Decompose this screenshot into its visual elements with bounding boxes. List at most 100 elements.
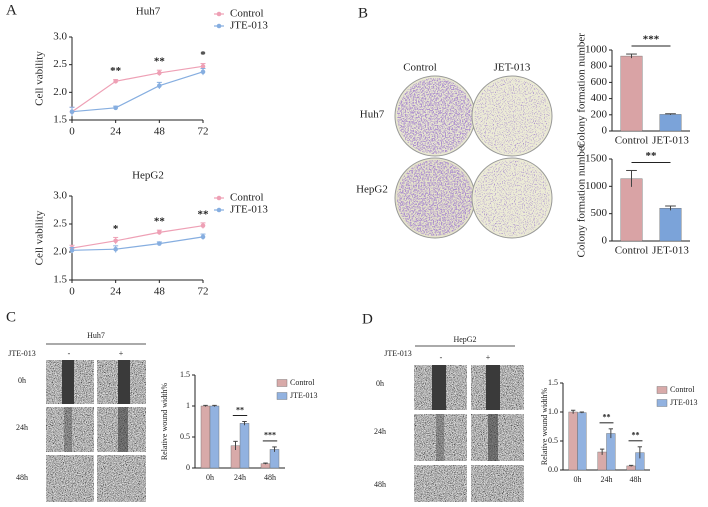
error-bar — [570, 409, 576, 414]
legend-label: Control — [670, 385, 695, 394]
point — [200, 234, 206, 240]
legend-label: JTE-013 — [230, 204, 268, 216]
y-axis-label: Relative wound width% — [160, 383, 169, 461]
y-tick-label: 1000 — [585, 44, 608, 56]
y-tick-label: 1.5 — [548, 378, 558, 387]
y-tick-label: 0.0 — [548, 465, 558, 474]
y-tick-label: 200 — [591, 108, 608, 120]
panel-letter: A — [6, 2, 17, 18]
legend-swatch — [656, 386, 668, 394]
wound-title: HepG2 — [453, 335, 476, 344]
bar — [620, 55, 643, 132]
point — [157, 241, 162, 246]
legend-label: JTE-013 — [230, 20, 268, 32]
y-axis-label: Cell vability — [34, 210, 46, 265]
y-tick-label: 0 — [602, 235, 608, 247]
row-label: 24h — [374, 427, 386, 436]
y-tick-label: 1.5 — [53, 274, 67, 286]
y-axis-label: Colony formation number — [576, 33, 588, 148]
x-tick-label: 48 — [154, 286, 166, 298]
y-tick-label: 2.5 — [53, 218, 67, 230]
panel-letter: B — [358, 5, 368, 21]
y-tick-label: 1000 — [585, 180, 608, 192]
error-bar — [212, 404, 217, 407]
column-label: JET-013 — [494, 62, 531, 74]
significance: ** — [154, 216, 166, 228]
row-label: 48h — [16, 473, 28, 482]
x-tick-label: 48h — [630, 475, 642, 484]
error-bar — [626, 169, 637, 187]
error-bar — [665, 113, 676, 116]
legend-label: Control — [230, 8, 264, 20]
bar — [626, 465, 636, 471]
point — [113, 246, 118, 252]
x-tick-label: 24h — [601, 475, 613, 484]
point — [113, 105, 118, 111]
error-bar — [665, 205, 676, 211]
bar — [269, 449, 280, 469]
significance: ** — [154, 56, 166, 68]
significance: *** — [264, 431, 276, 440]
y-tick-label: 2.0 — [53, 86, 67, 98]
error-bar — [628, 464, 634, 467]
level-label: + — [119, 349, 124, 358]
significance: ** — [632, 431, 640, 440]
y-tick-label: 0 — [186, 463, 190, 472]
x-tick-label: 72 — [198, 286, 209, 298]
x-tick-label: JET-013 — [652, 135, 689, 147]
y-tick-label: 1.5 — [53, 114, 67, 126]
legend-marker — [216, 195, 222, 201]
line — [71, 236, 204, 251]
treatment-label: JTE-013 — [8, 349, 36, 358]
error-bar — [263, 462, 268, 465]
row-label: 24h — [16, 423, 28, 432]
panel-letter: C — [6, 309, 16, 325]
legend-label: JTE-013 — [290, 391, 318, 400]
x-tick-label: 0h — [574, 475, 582, 484]
error-bar — [233, 440, 238, 451]
y-tick-label: 1.0 — [548, 407, 558, 416]
chart: 0 0.5 1 1.5 Relative wound width% 0h 24h 48h Con… — [160, 370, 318, 482]
chart-title: Huh7 — [136, 6, 161, 18]
line — [71, 65, 204, 113]
point — [200, 69, 206, 75]
row-label: 0h — [18, 376, 26, 385]
wound-panel-c: Huh7 JTE-013 - + 0h 24h 48h — [8, 331, 146, 502]
y-tick-label: 3.0 — [53, 190, 67, 202]
point — [200, 223, 206, 228]
panel-letter: D — [362, 311, 373, 327]
colony-plates — [394, 75, 553, 239]
x-tick-label: 24 — [110, 286, 122, 298]
significance: ** — [603, 413, 611, 422]
x-tick-label: 48 — [154, 126, 166, 138]
error-bar — [579, 411, 585, 414]
bar — [659, 207, 682, 242]
legend-label: Control — [230, 192, 264, 204]
row-label: 48h — [374, 480, 386, 489]
level-label: + — [486, 353, 491, 362]
legend-marker — [216, 11, 222, 17]
treatment-label: JTE-013 — [384, 349, 412, 358]
bar — [606, 433, 616, 471]
level-label: - — [440, 353, 443, 362]
point — [69, 248, 75, 253]
bar — [239, 423, 250, 469]
y-tick-label: 0.5 — [548, 436, 558, 445]
y-axis-label: Cell vability — [34, 51, 46, 106]
error-bar — [599, 448, 605, 455]
chart-title: HepG2 — [132, 170, 164, 182]
point — [200, 64, 206, 69]
row-label: HepG2 — [356, 184, 388, 196]
legend-label: JTE-013 — [670, 398, 698, 407]
error-bar — [637, 446, 643, 459]
row-label: 0h — [376, 379, 384, 388]
point — [157, 70, 162, 76]
row-label: Huh7 — [360, 109, 385, 121]
bar — [200, 405, 211, 469]
chart: 1.5 2.0 2.5 3.0 Huh7 Cell vability 0 24 48 72 Cont… — [34, 6, 269, 138]
y-tick-label: 1500 — [585, 153, 608, 165]
legend-marker — [216, 207, 222, 213]
y-tick-label: 3.0 — [53, 31, 67, 43]
